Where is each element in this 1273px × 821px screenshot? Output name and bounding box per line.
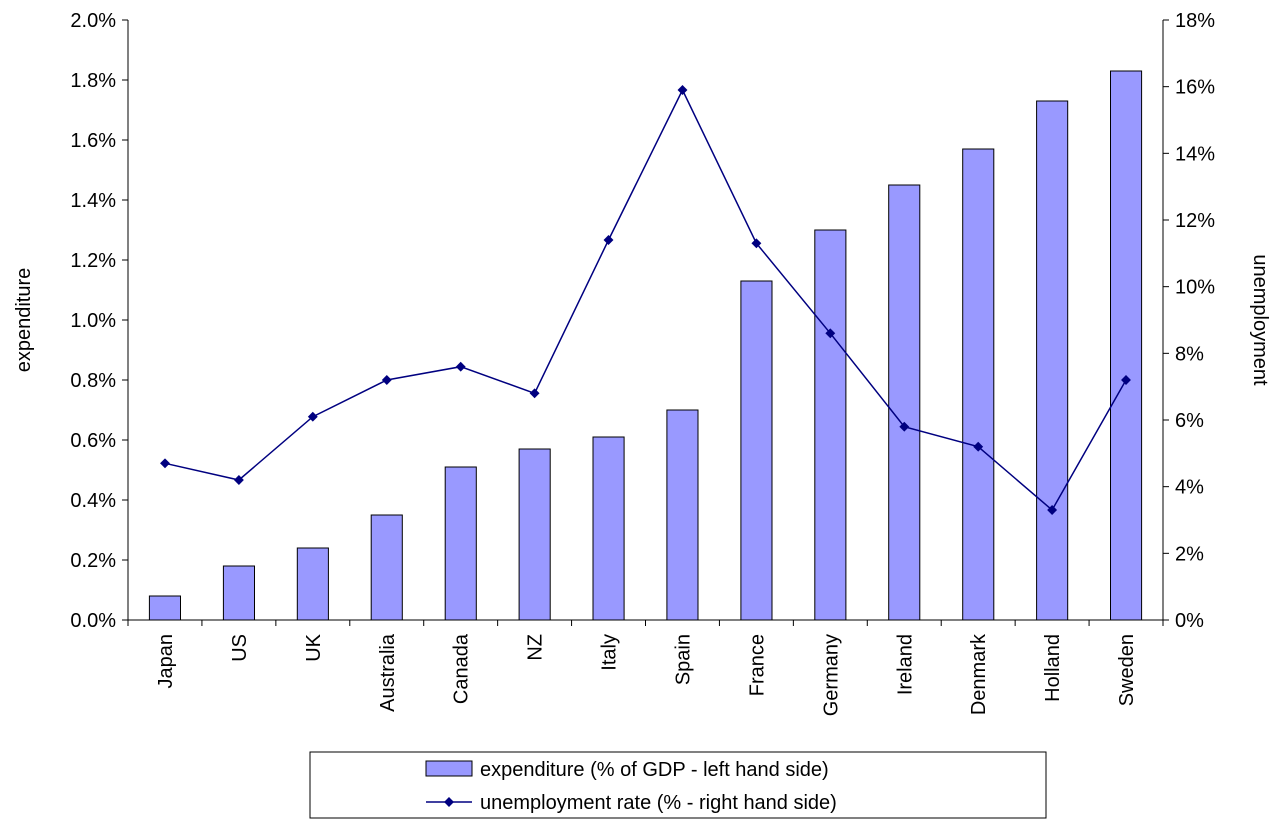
- line-group: [160, 85, 1131, 515]
- line-point-sweden: [1121, 375, 1131, 385]
- category-label-canada: Canada: [451, 633, 473, 704]
- category-label-japan: Japan: [155, 634, 177, 689]
- unemployment-line: [164, 88, 1127, 512]
- left-tick-label: 0.8%: [70, 370, 116, 392]
- line-point-germany: [825, 328, 836, 339]
- bar-ireland: [888, 184, 921, 621]
- left-tick-label: 0.6%: [70, 430, 116, 452]
- category-label-ireland: Ireland: [894, 634, 916, 695]
- bar-spain: [666, 409, 699, 621]
- line-point-france: [751, 238, 762, 249]
- bars-group: [148, 70, 1143, 621]
- line-point-canada: [455, 361, 466, 372]
- right-tick-label: 10%: [1175, 277, 1215, 299]
- category-label-australia: Australia: [377, 633, 399, 712]
- right-tick-label: 14%: [1175, 143, 1215, 165]
- legend-line-marker: [444, 797, 454, 807]
- right-tick-label: 16%: [1175, 77, 1215, 99]
- bar-uk: [296, 547, 329, 621]
- left-tick-label: 1.2%: [70, 250, 116, 272]
- line-point-australia: [381, 375, 392, 385]
- labels-group: 0.0% 0.2% 0.4% 0.6% 0.8% 1.0% 1.2% 1.4% 1.6% 1.8%…: [70, 10, 1215, 716]
- category-label-sweden: Sweden: [1116, 634, 1138, 706]
- bar-sweden: [1110, 70, 1143, 621]
- bar-italy: [592, 436, 625, 621]
- left-tick-label: 1.6%: [70, 130, 116, 152]
- legend: expenditure (% of GDP - left hand side) …: [309, 751, 1047, 819]
- line-point-holland: [1047, 505, 1058, 515]
- line-point-denmark: [973, 441, 984, 452]
- bar-canada: [444, 466, 477, 621]
- bar-denmark: [962, 148, 995, 621]
- left-tick-label: 0.2%: [70, 550, 116, 572]
- category-label-uk: UK: [303, 633, 325, 661]
- right-tick-label: 12%: [1175, 210, 1215, 232]
- left-tick-label: 1.4%: [70, 190, 116, 212]
- bar-nz: [518, 448, 551, 621]
- line-point-spain: [677, 85, 688, 95]
- left-tick-label: 0.4%: [70, 490, 116, 512]
- right-tick-label: 4%: [1175, 477, 1204, 499]
- left-tick-label: 0.0%: [70, 610, 116, 632]
- line-point-us: [233, 475, 244, 485]
- category-label-italy: Italy: [599, 634, 621, 671]
- left-tick-label: 1.0%: [70, 310, 116, 332]
- line-point-uk: [307, 411, 318, 422]
- bar-france: [740, 280, 773, 621]
- legend-bar-label: expenditure (% of GDP - left hand side): [480, 759, 829, 781]
- right-tick-label: 8%: [1175, 343, 1204, 365]
- category-label-denmark: Denmark: [968, 633, 990, 715]
- left-axis-title: expenditure: [13, 268, 35, 373]
- line-point-ireland: [899, 421, 910, 432]
- bar-japan: [148, 595, 181, 621]
- category-label-holland: Holland: [1042, 634, 1064, 702]
- axes-group: [122, 19, 1169, 626]
- left-tick-label: 1.8%: [70, 70, 116, 92]
- right-tick-label: 2%: [1175, 543, 1204, 565]
- line-point-japan: [160, 458, 170, 469]
- legend-bar-swatch: [425, 760, 473, 777]
- right-tick-label: 0%: [1175, 610, 1204, 632]
- right-tick-label: 6%: [1175, 410, 1204, 432]
- bar-holland: [1036, 100, 1069, 621]
- line-point-nz: [529, 388, 540, 399]
- bar-us: [222, 565, 255, 621]
- left-tick-label: 2.0%: [70, 10, 116, 32]
- category-label-nz: NZ: [525, 634, 547, 661]
- category-label-france: France: [746, 634, 768, 696]
- legend-line-label: unemployment rate (% - right hand side): [480, 792, 837, 814]
- category-label-germany: Germany: [820, 634, 842, 716]
- right-axis-title: unemployment: [1249, 254, 1271, 386]
- bar-australia: [370, 514, 403, 621]
- category-label-us: US: [229, 634, 251, 662]
- right-tick-label: 18%: [1175, 10, 1215, 32]
- line-point-italy: [603, 235, 614, 245]
- category-label-spain: Spain: [673, 634, 695, 685]
- bar-germany: [814, 229, 847, 621]
